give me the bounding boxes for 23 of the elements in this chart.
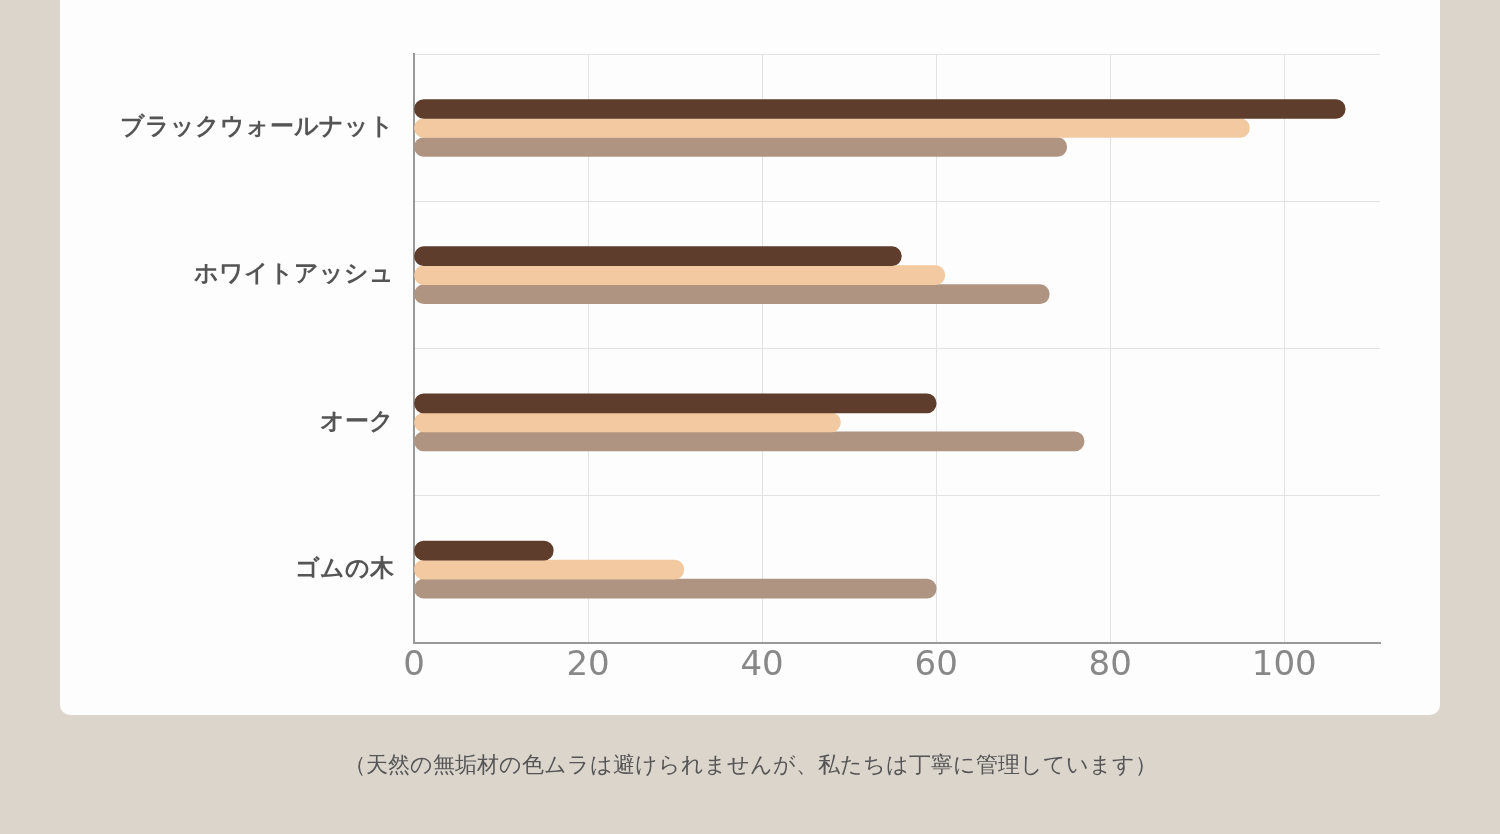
bar <box>414 265 946 286</box>
bar <box>414 99 1346 119</box>
bar <box>414 540 554 561</box>
x-tick-label: 20 <box>566 643 610 684</box>
bar <box>414 578 937 599</box>
x-tick-label: 100 <box>1251 643 1317 684</box>
x-tick-label: 60 <box>914 643 958 684</box>
y-tick-label: ホワイトアッシュ <box>193 259 394 288</box>
x-tick-label: 0 <box>403 643 425 684</box>
x-tick-label: 80 <box>1088 643 1132 684</box>
text: （天然の無垢材の色ムラは避けられませんが、私たちは丁寧に管理しています） <box>342 751 1158 779</box>
bar <box>414 137 1068 157</box>
y-tick-label: ブラックウォールナット <box>120 112 394 141</box>
y-tick-label: ゴムの木 <box>295 553 395 582</box>
y-tick-label: オーク <box>320 406 394 435</box>
bar <box>414 393 937 414</box>
x-tick-label: 40 <box>740 643 784 684</box>
bar <box>414 118 1250 138</box>
bar <box>414 559 685 580</box>
bar <box>414 246 902 267</box>
bar <box>414 284 1050 305</box>
bar <box>414 431 1085 452</box>
bar <box>414 412 841 433</box>
